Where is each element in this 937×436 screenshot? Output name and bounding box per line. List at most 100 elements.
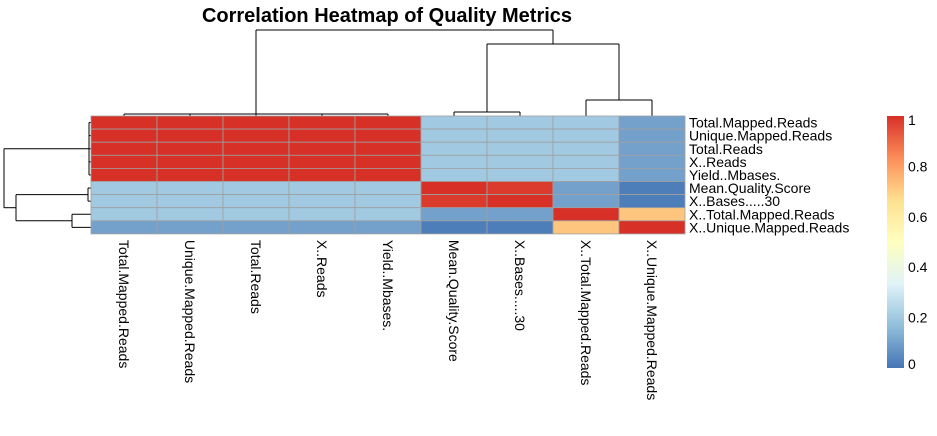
heatmap-cell — [618, 181, 686, 196]
row-dendrogram — [3, 122, 91, 228]
column-label: Total.Reads — [248, 240, 264, 314]
heatmap-cell — [222, 154, 290, 169]
column-label: Unique.Mapped.Reads — [182, 240, 198, 383]
colorbar — [887, 116, 904, 368]
heatmap-cell — [288, 207, 356, 222]
heatmap-cell — [288, 115, 356, 130]
heatmap-cell — [156, 115, 224, 130]
heatmap-cell — [90, 141, 158, 156]
column-label: X..Bases.....30 — [512, 240, 528, 331]
heatmap-cell — [552, 181, 620, 196]
heatmap-cell — [288, 167, 356, 182]
heatmap-cell — [420, 154, 488, 169]
heatmap-cell — [618, 128, 686, 143]
heatmap-cell — [420, 167, 488, 182]
heatmap-cell — [552, 220, 620, 235]
heatmap-cell — [90, 220, 158, 235]
heatmap-cell — [486, 220, 554, 235]
heatmap-cell — [288, 141, 356, 156]
colorbar-tick-label: 1 — [908, 112, 916, 128]
heatmap-cell — [222, 167, 290, 182]
heatmap-cell — [486, 167, 554, 182]
row-label: Unique.Mapped.Reads — [689, 128, 832, 144]
heatmap-cell — [354, 167, 422, 182]
column-label: Yield..Mbases. — [380, 240, 396, 331]
row-label: Mean.Quality.Score — [689, 180, 811, 196]
heatmap-cell — [156, 167, 224, 182]
heatmap-cell — [354, 220, 422, 235]
heatmap-cell — [618, 154, 686, 169]
heatmap-cell — [156, 141, 224, 156]
heatmap-cell — [222, 194, 290, 209]
colorbar-tick-label: 0 — [908, 356, 916, 372]
heatmap-cell — [90, 194, 158, 209]
heatmap-cell — [354, 115, 422, 130]
heatmap-cell — [288, 128, 356, 143]
heatmap-cell — [420, 207, 488, 222]
row-label: X..Bases.....30 — [689, 193, 780, 209]
column-label: Total.Mapped.Reads — [116, 240, 132, 368]
heatmap-cell — [486, 115, 554, 130]
column-labels: Total.Mapped.Reads Unique.Mapped.Reads Tot… — [116, 240, 660, 400]
heatmap-cell — [354, 181, 422, 196]
heatmap-cell — [288, 220, 356, 235]
colorbar-tick-label: 0.6 — [908, 209, 928, 225]
heatmap-cell — [222, 207, 290, 222]
heatmap-cell — [618, 220, 686, 235]
heatmap-cell — [486, 154, 554, 169]
heatmap-cell — [486, 207, 554, 222]
heatmap-cell — [552, 141, 620, 156]
heatmap-cell — [486, 141, 554, 156]
heatmap-cell — [222, 141, 290, 156]
heatmap-cells — [90, 115, 686, 235]
colorbar-ticks: 1 0.8 0.6 0.4 0.2 0 — [908, 112, 928, 372]
heatmap-cell — [156, 128, 224, 143]
column-label: X..Reads — [314, 240, 330, 298]
column-label: X..Unique.Mapped.Reads — [644, 240, 660, 400]
row-label: X..Unique.Mapped.Reads — [689, 219, 849, 235]
heatmap-cell — [156, 220, 224, 235]
heatmap-cell — [618, 207, 686, 222]
heatmap-cell — [486, 181, 554, 196]
row-label: Total.Mapped.Reads — [689, 115, 817, 131]
heatmap-cell — [156, 181, 224, 196]
heatmap-cell — [156, 207, 224, 222]
heatmap-cell — [486, 194, 554, 209]
heatmap-cell — [420, 115, 488, 130]
heatmap-cell — [420, 141, 488, 156]
heatmap-cell — [90, 181, 158, 196]
heatmap-cell — [354, 141, 422, 156]
heatmap-cell — [552, 194, 620, 209]
heatmap-cell — [288, 194, 356, 209]
row-label: X..Reads — [689, 154, 747, 170]
heatmap-cell — [156, 154, 224, 169]
heatmap-cell — [618, 194, 686, 209]
heatmap-cell — [552, 115, 620, 130]
heatmap-cell — [486, 128, 554, 143]
chart-title: Correlation Heatmap of Quality Metrics — [202, 5, 572, 27]
row-label: X..Total.Mapped.Reads — [689, 206, 835, 222]
heatmap-cell — [618, 115, 686, 130]
heatmap-cell — [90, 167, 158, 182]
heatmap-cell — [552, 128, 620, 143]
colorbar-tick-label: 0.8 — [908, 158, 928, 174]
heatmap-cell — [420, 181, 488, 196]
heatmap-cell — [222, 181, 290, 196]
heatmap-cell — [618, 141, 686, 156]
heatmap-cell — [90, 207, 158, 222]
heatmap-cell — [288, 181, 356, 196]
heatmap-cell — [222, 115, 290, 130]
heatmap-cell — [354, 154, 422, 169]
colorbar-tick-label: 0.2 — [908, 310, 928, 326]
heatmap-cell — [552, 154, 620, 169]
heatmap-cell — [222, 128, 290, 143]
heatmap-cell — [288, 154, 356, 169]
heatmap-cell — [222, 220, 290, 235]
heatmap-cell — [90, 115, 158, 130]
row-labels: Total.Mapped.ReadsUnique.Mapped.ReadsTot… — [689, 115, 849, 236]
heatmap-cell — [90, 154, 158, 169]
heatmap-cell — [156, 194, 224, 209]
heatmap-cell — [90, 128, 158, 143]
heatmap-cell — [552, 207, 620, 222]
